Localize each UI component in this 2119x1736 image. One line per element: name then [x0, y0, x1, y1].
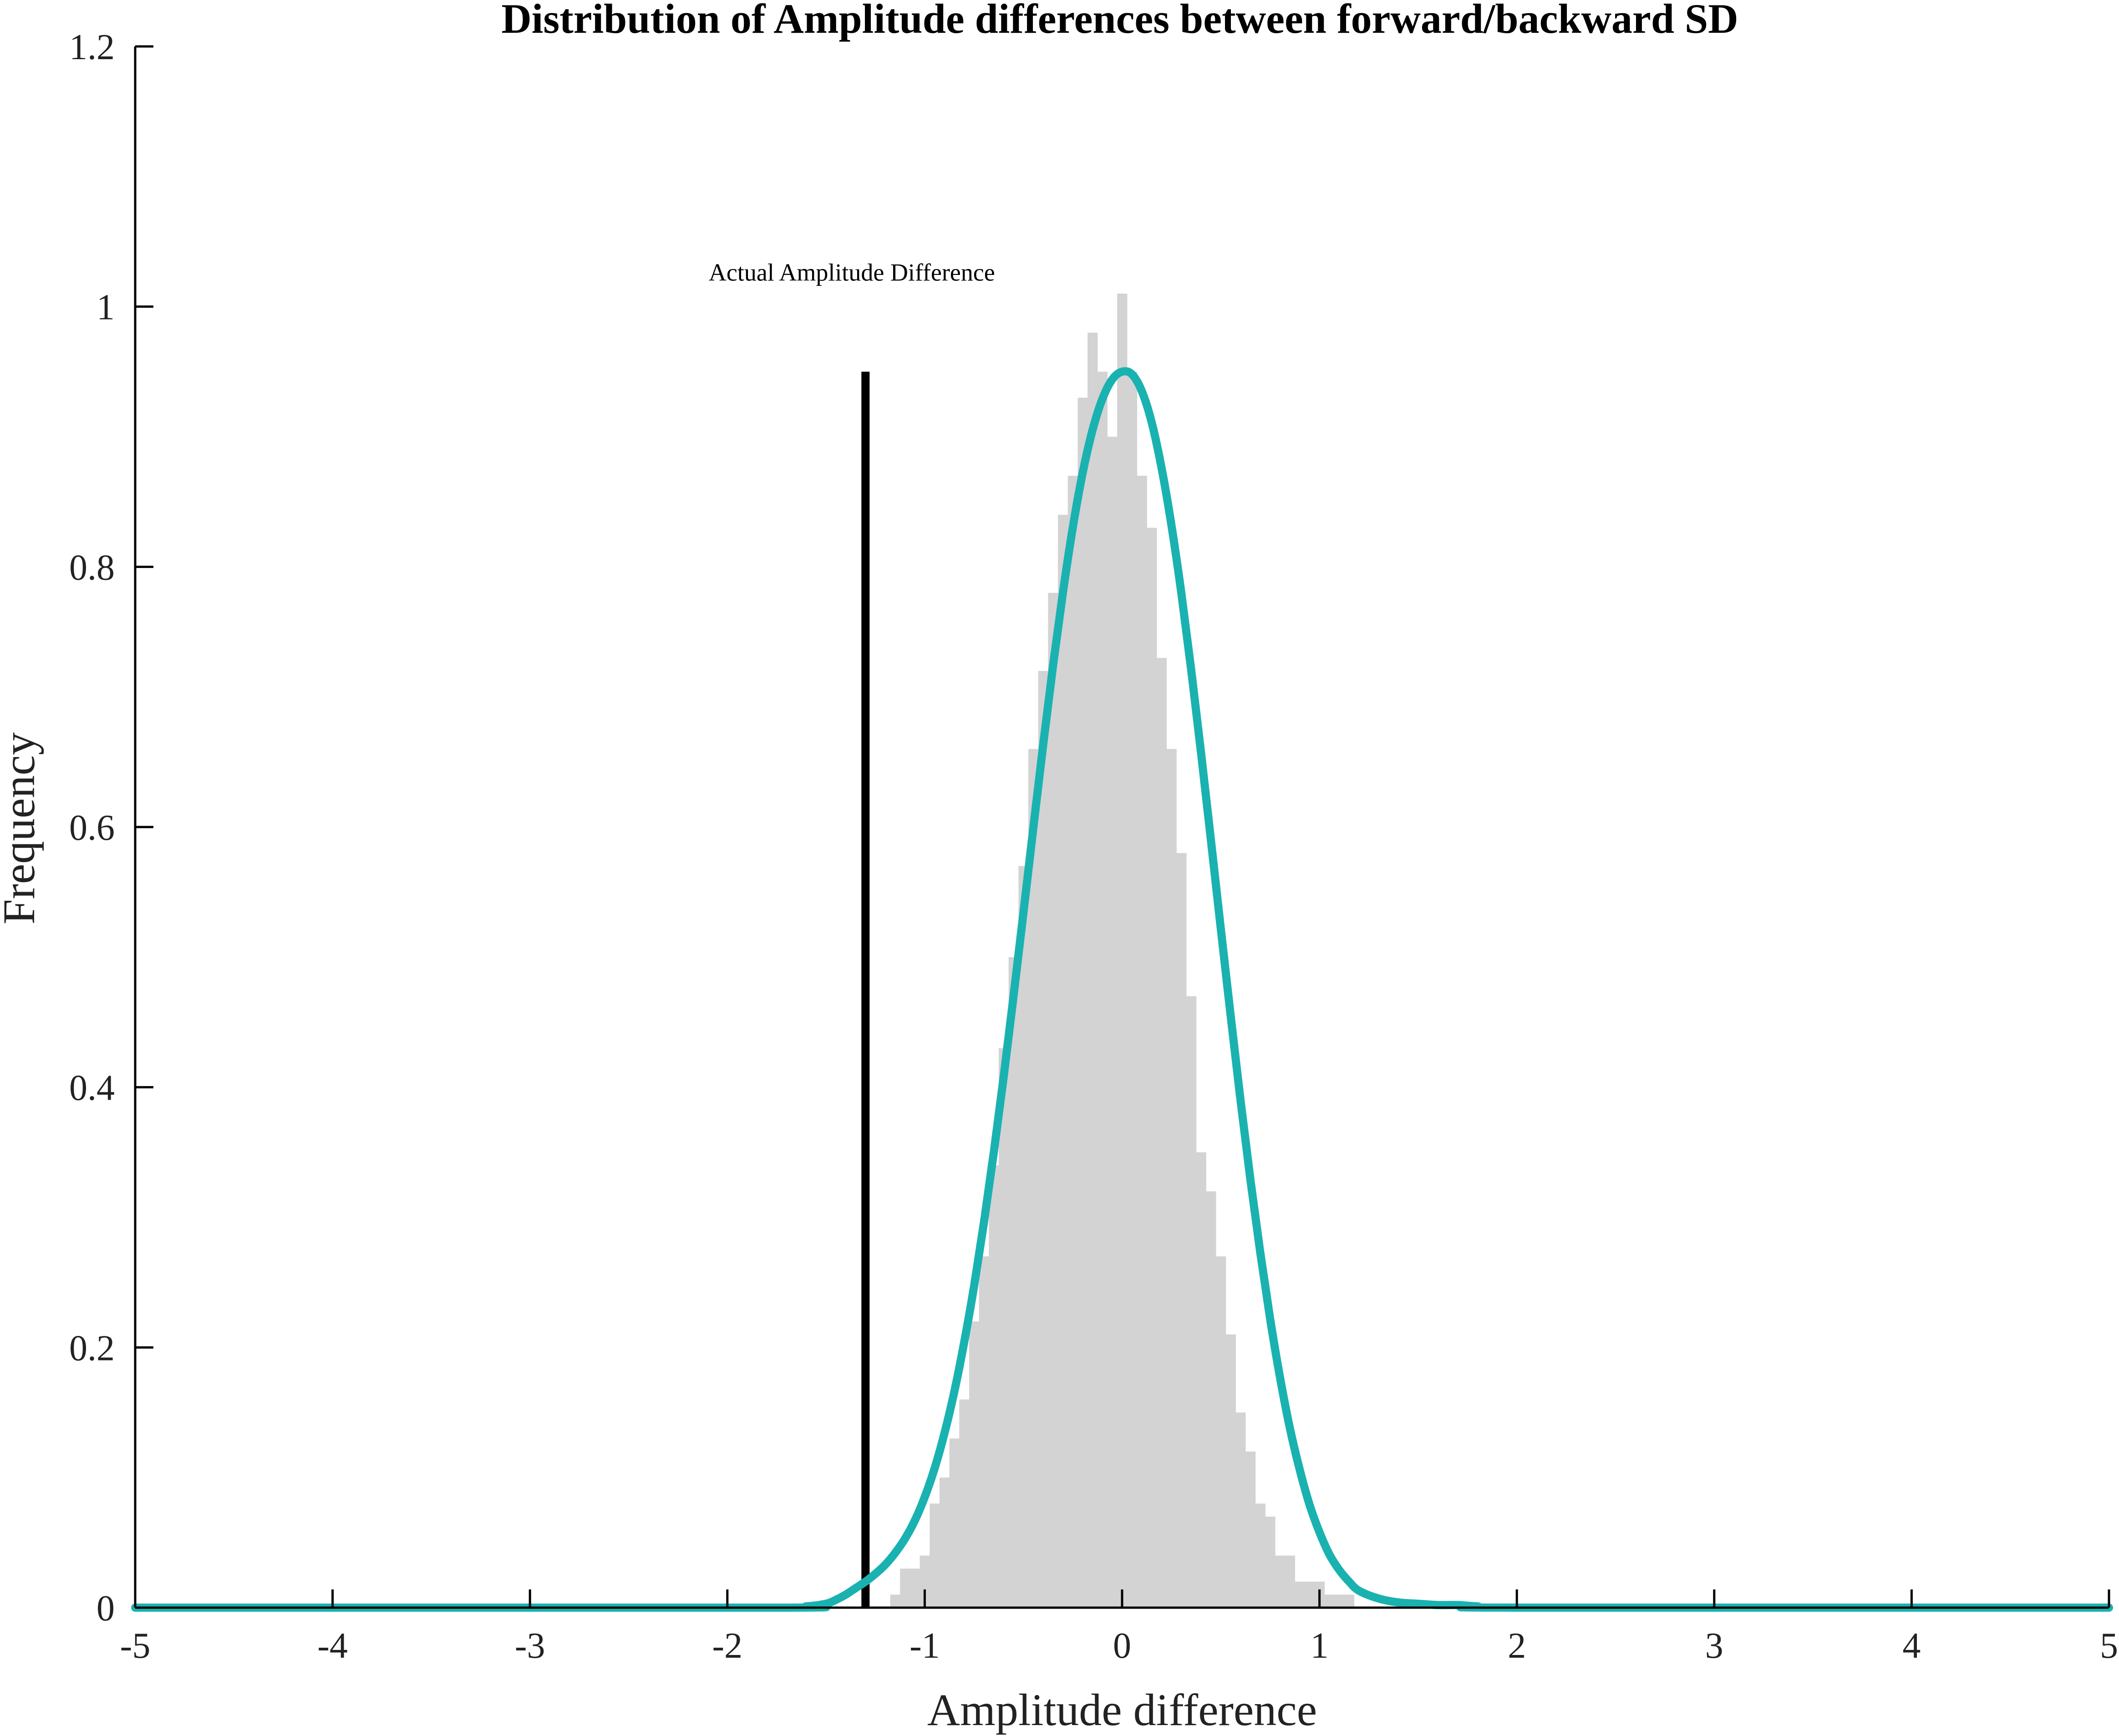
- histogram-bar: [910, 1568, 920, 1608]
- histogram-bar: [1344, 1594, 1355, 1608]
- histogram-bar: [1127, 371, 1138, 1608]
- histogram-bar: [1067, 476, 1078, 1608]
- histogram-bar: [1225, 1334, 1236, 1608]
- reference-line-label: Actual Amplitude Difference: [709, 259, 995, 286]
- histogram-bar: [1028, 749, 1039, 1608]
- x-tick-label: 5: [2100, 1626, 2118, 1666]
- y-tick-label: 0.4: [69, 1068, 115, 1108]
- y-axis-label: Frequency: [0, 732, 44, 924]
- chart-title: Distribution of Amplitude differences be…: [501, 0, 1738, 42]
- histogram-bar: [900, 1568, 910, 1608]
- histogram-bar: [1305, 1581, 1315, 1608]
- x-tick-label: -1: [910, 1626, 940, 1666]
- x-tick-label: -3: [515, 1626, 545, 1666]
- histogram-bar: [1156, 658, 1167, 1608]
- histogram-bar: [979, 1256, 989, 1608]
- x-tick-label: 2: [1508, 1626, 1526, 1666]
- histogram-bar: [1018, 866, 1029, 1608]
- histogram-bars: [890, 294, 1355, 1608]
- histogram-bar: [1166, 749, 1177, 1608]
- histogram-bar: [1008, 957, 1019, 1608]
- histogram-bar: [1295, 1581, 1305, 1608]
- y-tick-label: 1.2: [69, 27, 115, 67]
- histogram-bar: [959, 1399, 970, 1608]
- histogram-bar: [1137, 476, 1147, 1608]
- reference-line-group: Actual Amplitude Difference: [709, 259, 995, 1608]
- histogram-bar: [1245, 1452, 1256, 1608]
- histogram-bar: [1265, 1516, 1275, 1608]
- x-tick-label: 1: [1311, 1626, 1329, 1666]
- x-axis-label: Amplitude difference: [927, 1685, 1317, 1735]
- x-tick-label: -2: [712, 1626, 742, 1666]
- histogram-bar: [1176, 853, 1187, 1608]
- histogram-bar: [930, 1503, 940, 1608]
- histogram-bar: [1058, 515, 1068, 1608]
- histogram-bar: [1038, 671, 1048, 1608]
- x-tick-label: 3: [1705, 1626, 1723, 1666]
- histogram-bar: [1077, 397, 1088, 1608]
- density-curve: [131, 367, 2113, 1612]
- histogram-bar: [969, 1321, 980, 1608]
- y-ticks: 0 0.2 0.4 0.6 0.8 1 1.2: [69, 27, 153, 1629]
- histogram-bar: [1324, 1594, 1335, 1608]
- histogram-bar: [999, 1048, 1009, 1608]
- histogram-bar: [1206, 1191, 1216, 1608]
- histogram-bar: [1255, 1503, 1265, 1608]
- histogram-bar: [1147, 528, 1157, 1608]
- histogram-bar: [1186, 996, 1197, 1608]
- histogram-bar: [1087, 332, 1098, 1608]
- x-tick-label: -4: [317, 1626, 348, 1666]
- histogram-bar: [1117, 294, 1128, 1608]
- x-tick-label: -5: [120, 1626, 151, 1666]
- y-tick-label: 0.2: [69, 1328, 115, 1368]
- histogram-bar: [949, 1438, 960, 1608]
- histogram-bar: [1048, 593, 1058, 1608]
- histogram-bar: [1334, 1594, 1345, 1608]
- y-tick-label: 1: [97, 288, 115, 328]
- x-ticks: -5 -4 -3 -2 -1 0 1 2 3 4 5: [120, 1589, 2118, 1666]
- histogram-bar: [1215, 1256, 1226, 1608]
- histogram-bar: [1275, 1555, 1286, 1608]
- histogram-bar: [939, 1477, 950, 1608]
- histogram-bar: [1285, 1555, 1295, 1608]
- y-tick-label: 0.6: [69, 808, 115, 848]
- histogram-bar: [989, 1165, 999, 1608]
- y-tick-label: 0.8: [69, 548, 115, 588]
- histogram-bar: [1097, 371, 1108, 1608]
- x-tick-label: 0: [1113, 1626, 1131, 1666]
- histogram-bar: [1107, 437, 1118, 1608]
- histogram-bar: [1235, 1412, 1246, 1608]
- x-tick-label: 4: [1902, 1626, 1921, 1666]
- histogram-bar: [1196, 1152, 1206, 1608]
- histogram-bar: [920, 1555, 930, 1608]
- y-tick-label: 0: [97, 1589, 115, 1629]
- histogram-bar: [890, 1594, 900, 1608]
